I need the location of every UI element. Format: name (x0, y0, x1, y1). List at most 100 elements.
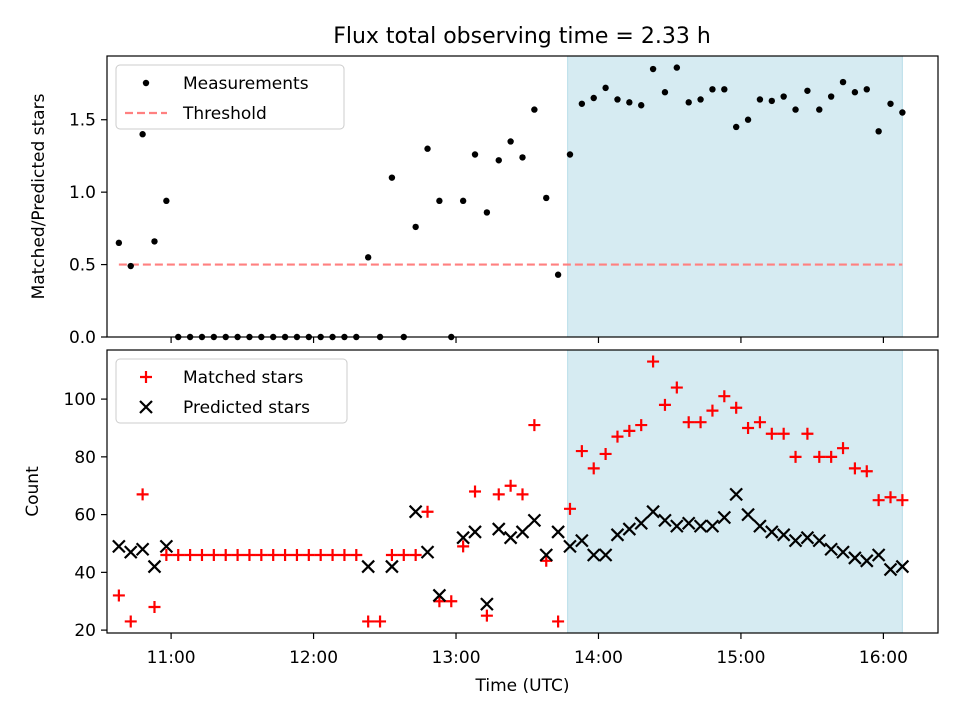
data-point (516, 488, 529, 501)
legend-marker-dot (142, 79, 150, 87)
data-point (801, 427, 814, 440)
x-tick-label: 12:00 (289, 648, 338, 668)
data-point (705, 519, 720, 533)
data-point (765, 427, 778, 440)
data-point (634, 516, 648, 531)
data-point (647, 355, 660, 368)
data-point (385, 549, 398, 562)
data-point (385, 559, 399, 574)
data-point (139, 131, 146, 138)
data-point (519, 154, 526, 161)
data-point (495, 157, 502, 164)
series-dot (115, 64, 906, 341)
data-point (468, 525, 482, 539)
data-point (151, 238, 158, 245)
data-point (590, 94, 597, 102)
data-point (432, 588, 447, 603)
data-point (539, 548, 554, 562)
chart-title: Flux total observing time = 2.33 h (333, 24, 711, 49)
data-point (480, 597, 494, 611)
data-point (685, 99, 692, 106)
data-point (504, 479, 517, 492)
data-point (350, 549, 363, 562)
x-tick-label: 15:00 (716, 648, 765, 668)
y-axis-label: Matched/Predicted stars (29, 93, 49, 299)
data-point (670, 381, 683, 394)
data-point (362, 615, 375, 628)
data-point (776, 528, 791, 542)
data-point (836, 545, 850, 559)
data-point (409, 549, 422, 562)
data-point (563, 502, 576, 515)
data-point (420, 545, 435, 559)
data-point (729, 487, 743, 502)
data-point (610, 528, 625, 542)
data-point (658, 398, 671, 411)
data-point (314, 549, 327, 562)
data-point (566, 151, 574, 158)
data-point (184, 549, 197, 562)
data-point (813, 450, 826, 463)
data-point (780, 93, 787, 100)
legend-label: Measurements (183, 74, 309, 94)
data-point (706, 404, 719, 417)
data-point (693, 519, 708, 533)
data-point (887, 100, 894, 107)
data-point (397, 549, 410, 562)
data-point (338, 549, 351, 562)
data-point (658, 513, 672, 528)
data-point (670, 519, 684, 533)
data-point (792, 106, 799, 113)
data-point (424, 145, 431, 152)
data-point (471, 151, 479, 158)
data-point (626, 99, 633, 106)
data-point (160, 549, 173, 562)
data-point (718, 390, 731, 403)
axes-frame (106, 55, 939, 338)
data-point (824, 542, 838, 557)
data-point (717, 510, 732, 525)
data-point (361, 559, 375, 574)
data-point (859, 554, 874, 568)
observing-window-span (567, 55, 903, 338)
x-tick-label: 14:00 (574, 648, 623, 668)
legend-marker-plus (140, 371, 152, 383)
data-point (457, 540, 470, 553)
data-point (756, 96, 764, 103)
legend-box (115, 358, 348, 424)
y-tick-label: 100 (64, 390, 96, 410)
x-tick-label: 13:00 (432, 648, 481, 668)
data-point (531, 106, 538, 113)
data-point (112, 539, 126, 554)
data-point (635, 419, 648, 432)
data-point (135, 542, 150, 557)
data-point (436, 197, 443, 205)
data-point (681, 516, 696, 531)
observing-window-span (567, 349, 903, 634)
data-point (694, 416, 707, 429)
data-point (147, 559, 162, 574)
data-point (279, 549, 292, 562)
data-point (827, 93, 835, 100)
data-point (860, 465, 873, 478)
data-point (267, 549, 280, 562)
data-point (614, 96, 621, 103)
data-point (480, 609, 493, 622)
data-point (578, 100, 586, 107)
data-point (503, 530, 518, 545)
data-point (207, 549, 220, 562)
legend: Matched stars Predicted stars (115, 358, 348, 424)
data-point (540, 554, 553, 567)
data-point (551, 525, 565, 539)
data-point (825, 450, 838, 463)
data-point (127, 262, 134, 270)
data-point (638, 102, 645, 109)
data-point (871, 548, 886, 562)
x-axis-label: Time (UTC) (475, 676, 570, 696)
data-point (777, 427, 790, 440)
count-panel: 20 40 60 80 100 11:00 12:00 13:00 14:00 15:00 16:0… (23, 349, 939, 696)
data-point (115, 239, 123, 247)
y-axis-label: Count (23, 466, 43, 517)
data-point (816, 106, 823, 113)
